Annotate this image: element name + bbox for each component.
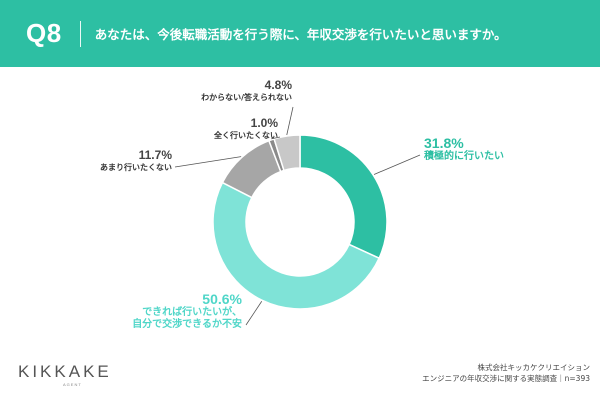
pct-not-much: 11.7% <box>138 148 172 162</box>
source-credit: 株式会社キッカケクリエイション エンジニアの年収交渉に関する実態調査｜n=393 <box>422 363 590 385</box>
pct-if-possible: 50.6% <box>202 291 242 307</box>
leader-if_possible <box>245 301 263 326</box>
slice-proactive <box>299 134 388 260</box>
kikkake-logo: KIKKAKE <box>18 362 112 381</box>
leader-unknown <box>286 106 294 136</box>
leader-proactive <box>373 154 421 175</box>
donut-chart-svg <box>174 106 421 326</box>
slice-if_possible <box>212 181 381 310</box>
pct-not-at-all: 1.0% <box>250 116 278 130</box>
text-proactive: 積極的に行いたい <box>424 151 504 163</box>
leader-not_much <box>174 156 242 168</box>
text-not-much: あまり行いたくない <box>100 162 172 172</box>
text-unknown: わからない/答えられない <box>201 92 292 102</box>
slice-unknown <box>273 134 301 172</box>
header-divider <box>79 20 81 47</box>
label-not-much: 11.7% あまり行いたくない <box>72 148 172 172</box>
question-header: Q8 あなたは、今後転職活動を行う際に、年収交渉を行いたいと思いますか。 <box>0 0 600 67</box>
leader-not_at_all <box>271 136 281 140</box>
text-if-possible-line2: 自分で交渉できるか不安 <box>132 318 242 330</box>
kikkake-logo-sub: AGENT <box>63 382 82 387</box>
label-if-possible: 50.6% できれば行いたいが、 自分で交渉できるか不安 <box>92 291 242 330</box>
label-unknown: 4.8% わからない/答えられない <box>160 78 292 102</box>
pct-proactive: 31.8% <box>424 135 464 151</box>
source-company: 株式会社キッカケクリエイション <box>477 363 591 372</box>
pct-unknown: 4.8% <box>264 78 292 92</box>
question-number: Q8 <box>26 18 62 48</box>
question-text: あなたは、今後転職活動を行う際に、年収交渉を行いたいと思いますか。 <box>94 27 507 42</box>
label-proactive: 31.8% 積極的に行いたい <box>424 135 544 163</box>
text-if-possible-line1: できれば行いたいが、 <box>142 307 242 319</box>
text-not-at-all: 全く行いたくない <box>214 130 278 140</box>
label-not-at-all: 1.0% 全く行いたくない <box>150 116 278 140</box>
source-survey: エンジニアの年収交渉に関する実態調査｜n=393 <box>422 373 590 383</box>
donut-chart: 4.8% わからない/答えられない 1.0% 全く行いたくない 11.7% あま… <box>0 67 600 400</box>
